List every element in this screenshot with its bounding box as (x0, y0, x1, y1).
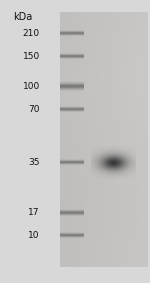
Text: kDa: kDa (13, 12, 32, 22)
Text: 100: 100 (22, 82, 40, 91)
Text: 210: 210 (23, 29, 40, 38)
Text: 70: 70 (28, 105, 40, 114)
Text: 10: 10 (28, 231, 40, 240)
Text: 150: 150 (22, 52, 40, 61)
Text: 17: 17 (28, 208, 40, 217)
Text: 35: 35 (28, 158, 40, 167)
